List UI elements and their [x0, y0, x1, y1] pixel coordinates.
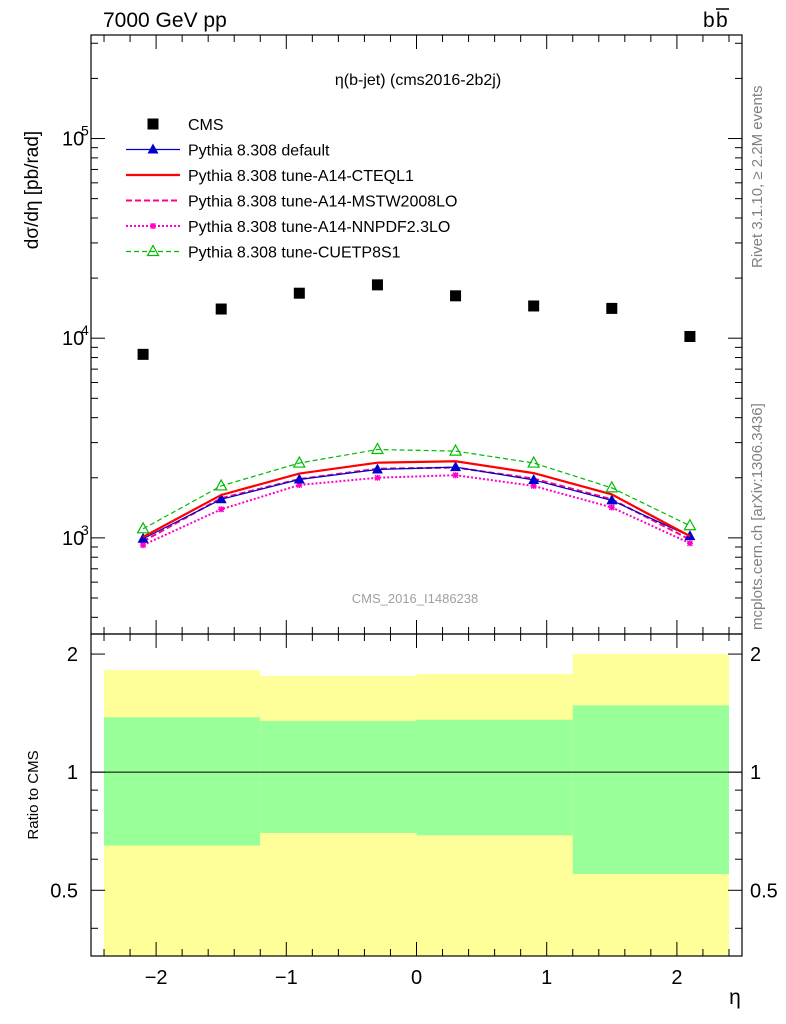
ratio-band-inner: [416, 719, 573, 836]
main-y-tick-exponent: 5: [81, 123, 89, 139]
legend-marker-cms: [147, 118, 159, 130]
legend: CMS Pythia 8.308 default Pythia 8.308 tune…: [126, 117, 457, 262]
data-point-nnpdf: [686, 540, 693, 547]
x-tick-label: 2: [671, 967, 682, 989]
data-point-cuetp8s1: [136, 521, 150, 534]
x-tick-label: −2: [145, 967, 168, 989]
data-point-cuetp8s1: [527, 455, 541, 468]
legend-marker-nnpdf: [149, 222, 157, 230]
ratio-y-axis-label: Ratio to CMS: [25, 750, 42, 839]
ratio-axes: −2 −1 0 1 2 0.5 0.5 1 1 2 2: [50, 634, 778, 989]
data-point-cms: [215, 303, 227, 315]
ratio-y-tick-label: 0.5: [50, 880, 78, 902]
x-tick-label: 0: [411, 967, 422, 989]
rivet-version-label: Rivet 3.1.10, ≥ 2.2M events: [749, 86, 766, 269]
legend-label-cteql1: Pythia 8.308 tune-A14-CTEQL1: [188, 168, 414, 185]
process-bbar: b: [716, 9, 728, 32]
main-y-axis-label: dσ/dη [pb/rad]: [22, 131, 43, 249]
legend-label-cms: CMS: [188, 117, 224, 134]
main-y-tick-exponent: 4: [81, 322, 89, 338]
data-point-cuetp8s1: [292, 455, 306, 468]
data-point-nnpdf: [296, 481, 303, 489]
data-point-cuetp8s1: [214, 478, 228, 491]
data-point-default: [450, 461, 462, 472]
ratio-y-tick-label: 2: [67, 644, 78, 666]
ratio-bands: [104, 654, 729, 956]
legend-label-nnpdf: Pythia 8.308 tune-A14-NNPDF2.3LO: [188, 219, 450, 236]
data-point-cms: [450, 290, 462, 302]
series-line-nnpdf: [142, 474, 691, 547]
data-point-cms: [528, 300, 540, 312]
energy-label: 7000 GeV pp: [103, 9, 227, 32]
data-point-cms: [137, 348, 149, 360]
legend-label-default: Pythia 8.308 default: [188, 143, 330, 160]
x-tick-label: −1: [275, 967, 298, 989]
data-point-default: [137, 532, 149, 543]
series-line-cteql1: [142, 460, 691, 538]
ratio-panel: −2 −1 0 1 2 0.5 0.5 1 1 2 2 Ratio to CMS η: [25, 633, 778, 1009]
chart-title: η(b-jet) (cms2016-2b2j): [335, 72, 501, 89]
data-point-nnpdf: [374, 474, 381, 481]
series-line-cuetp8s1: [142, 448, 691, 530]
ratio-band-inner: [572, 705, 729, 875]
data-point-nnpdf: [530, 482, 537, 489]
data-point-cuetp8s1: [370, 442, 384, 455]
data-point-cuetp8s1: [605, 480, 619, 493]
data-point-nnpdf: [218, 506, 225, 513]
data-point-nnpdf: [452, 472, 459, 479]
mcplots-label: mcplots.cern.ch [arXiv:1306.3436]: [749, 403, 766, 630]
data-point-default: [371, 463, 383, 474]
main-series: [136, 279, 697, 549]
process-b: b: [703, 9, 715, 32]
data-point-cms: [293, 287, 305, 299]
x-tick-label: 1: [541, 967, 552, 989]
data-point-default: [606, 494, 618, 505]
legend-marker-cuetp8s1: [146, 244, 160, 257]
ratio-y-tick-label: 1: [67, 762, 78, 784]
data-point-cms: [684, 330, 696, 342]
ratio-band-inner: [104, 717, 261, 846]
main-y-tick-label: 10: [62, 129, 84, 151]
data-point-cuetp8s1: [683, 518, 697, 531]
data-point-default: [293, 473, 305, 484]
data-point-nnpdf: [140, 542, 147, 549]
watermark: CMS_2016_I1486238: [352, 591, 479, 606]
main-y-tick-label: 10: [62, 328, 84, 350]
ratio-band-inner: [260, 721, 417, 833]
main-y-tick-label: 10: [62, 528, 84, 550]
data-point-cuetp8s1: [449, 443, 463, 456]
ratio-y-tick-label-right: 0.5: [750, 880, 778, 902]
series-line-default: [142, 466, 691, 540]
series-line-mstw: [142, 466, 691, 543]
data-point-nnpdf: [608, 504, 615, 511]
data-point-default: [528, 473, 540, 484]
legend-label-mstw: Pythia 8.308 tune-A14-MSTW2008LO: [188, 194, 457, 211]
legend-label-cuetp8s1: Pythia 8.308 tune-CUETP8S1: [188, 245, 401, 262]
process-label: b b: [703, 8, 729, 32]
data-point-default: [215, 493, 227, 504]
data-point-cms: [606, 302, 618, 314]
main-y-tick-exponent: 3: [81, 522, 89, 538]
ratio-y-tick-label-right: 2: [750, 644, 761, 666]
data-point-cms: [371, 279, 383, 291]
legend-marker-default: [147, 143, 159, 154]
x-axis-label: η: [729, 986, 741, 1009]
ratio-y-tick-label-right: 1: [750, 762, 761, 784]
